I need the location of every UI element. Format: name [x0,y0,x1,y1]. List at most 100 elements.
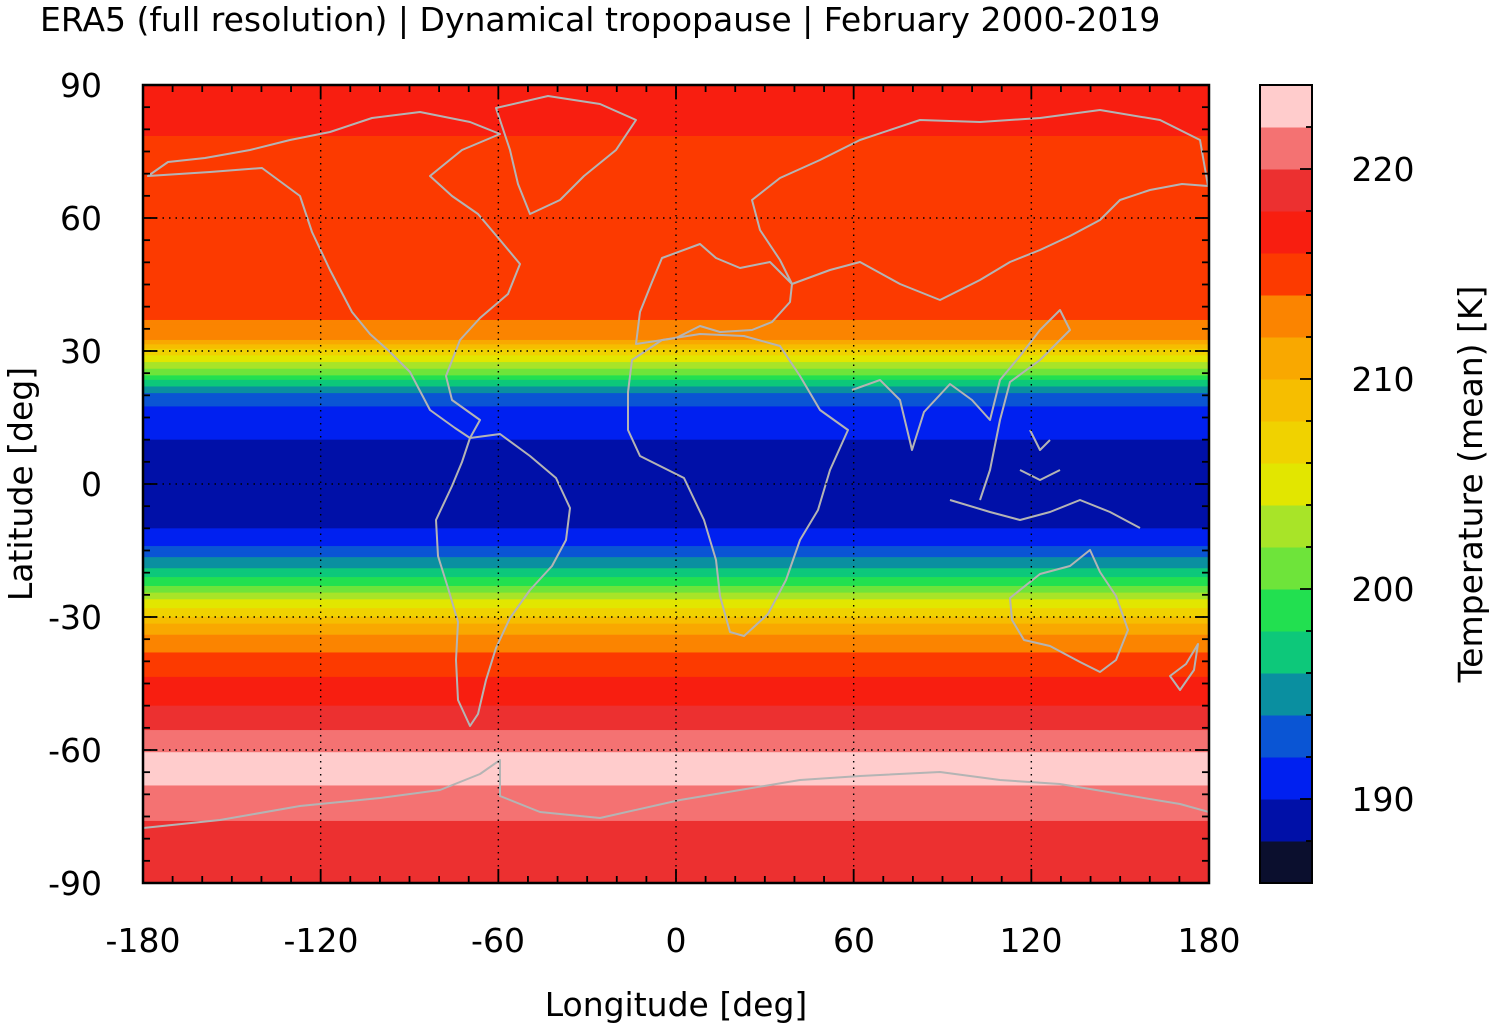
temperature-band [143,333,1209,337]
temperature-band [143,404,1209,408]
temperature-band [143,488,1209,492]
temperature-band [143,836,1209,840]
temperature-band [143,787,1209,791]
temperature-band [143,178,1209,181]
temperature-band [143,244,1209,248]
colorbar-swatch [1260,673,1312,716]
temperature-band [143,548,1209,552]
temperature-band [143,840,1209,844]
temperature-band [143,249,1209,252]
temperature-band [143,783,1209,787]
temperature-band [143,368,1209,372]
temperature-band [143,579,1209,583]
temperature-band [143,789,1209,793]
colorbar-swatch [1260,715,1312,758]
temperature-band [143,242,1209,246]
colorbar-swatch [1260,463,1312,506]
temperature-band [143,743,1209,747]
temperature-band [143,534,1209,538]
temperature-band [143,206,1209,210]
temperature-band [143,601,1209,605]
colorbar-swatch [1260,211,1312,254]
colorbar-swatch [1260,127,1312,170]
temperature-band [143,419,1209,423]
temperature-band [143,772,1209,775]
temperature-band [143,158,1209,161]
temperature-band [143,705,1209,709]
temperature-band [143,386,1209,390]
temperature-band [143,856,1209,860]
temperature-band [143,858,1209,862]
temperature-band [143,676,1209,680]
temperature-band [143,778,1209,782]
y-tick-labels: 90 60 30 0 -30 -60 -90 [48,66,102,903]
temperature-band [143,572,1209,576]
temperature-band [143,237,1209,241]
temperature-band [143,282,1209,286]
temperature-band [143,490,1209,494]
temperature-band [143,557,1209,560]
temperature-band [143,528,1209,532]
temperature-band [143,444,1209,447]
colorbar [1260,85,1312,884]
y-tick-label: 30 [60,332,102,371]
temperature-band [143,820,1209,824]
colorbar-swatch [1260,757,1312,800]
temperature-band [143,661,1209,665]
temperature-band [143,794,1209,798]
temperature-band [143,694,1209,698]
temperature-band [143,829,1209,833]
temperature-band [143,393,1209,396]
coastline-africa [627,333,849,637]
temperature-band [143,492,1209,496]
temperature-band [143,863,1209,866]
temperature-band [143,191,1209,195]
temperature-band [143,470,1209,474]
x-tick-labels: -180 -120 -60 0 60 120 180 [106,921,1241,960]
colorbar-frame [1259,84,1313,884]
temperature-band [143,674,1209,678]
temperature-band [143,264,1209,268]
temperature-band [143,144,1209,148]
temperature-band [143,703,1209,707]
temperature-band [143,322,1209,325]
colorbar-tick-label: 190 [1352,780,1415,819]
temperature-band [143,140,1209,144]
temperature-band [143,690,1209,693]
colorbar-tick-label: 200 [1352,570,1415,609]
temperature-band [143,588,1209,591]
temperature-band [143,355,1209,359]
temperature-band [143,326,1209,330]
temperature-band [143,255,1209,259]
temperature-band [143,816,1209,820]
temperature-band [143,293,1209,297]
temperature-band [143,665,1209,669]
temperature-band [143,306,1209,310]
tick-marks [142,84,1210,884]
temperature-band [143,151,1209,155]
temperature-band [143,224,1209,228]
coastline-antarctica [143,759,1209,829]
coastline-north-america [147,111,521,439]
temperature-band [143,477,1209,481]
grid-lines [143,85,1209,883]
temperature-band [143,517,1209,521]
temperature-band [143,692,1209,696]
temperature-band [143,796,1209,800]
temperature-band [143,648,1209,651]
chart-title: ERA5 (full resolution) | Dynamical tropo… [40,0,1160,39]
temperature-band [143,464,1209,467]
temperature-band [143,373,1209,376]
temperature-band [143,450,1209,454]
colorbar-swatch [1260,547,1312,590]
temperature-band [143,286,1209,290]
temperature-band [143,641,1209,645]
temperature-band [143,807,1209,811]
temperature-band [143,718,1209,722]
temperature-band [143,621,1209,625]
temperature-band [143,231,1209,235]
temperature-band [143,384,1209,388]
temperature-band [143,235,1209,239]
temperature-band [143,437,1209,441]
